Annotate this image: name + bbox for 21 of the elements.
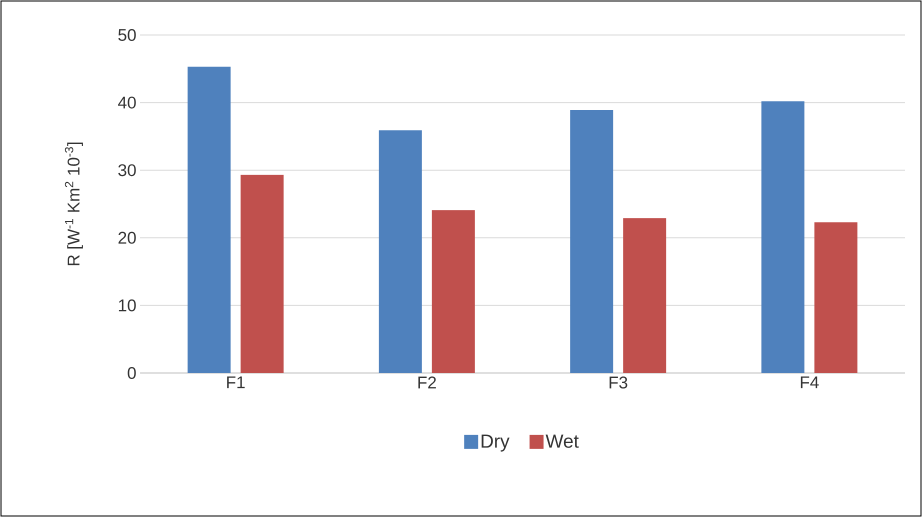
bar [814,222,858,373]
x-tick-label: F4 [800,376,819,388]
y-tick-label: 30 [118,164,136,176]
bar [623,218,666,373]
x-tick-label: F3 [610,376,628,389]
x-tick-label: F2 [418,376,436,388]
y-tick-label: 40 [118,96,136,109]
y-tick-label: 50 [118,28,136,41]
bar [761,101,804,373]
y-tick-label: 0 [128,366,136,379]
bar [240,174,284,373]
y-tick-label: 10 [118,299,136,312]
bar [570,110,614,373]
bar [432,210,475,373]
bar [378,130,422,373]
legend-label: Dry [482,434,510,452]
y-axis-title: R [W$^{-1}$ Km$^{2}$ 10$^{-3}$] [64,142,83,266]
bar [188,66,231,373]
y-tick-label: 20 [118,232,136,244]
x-tick-label: F1 [227,376,245,388]
legend-label: Wet [546,434,579,448]
